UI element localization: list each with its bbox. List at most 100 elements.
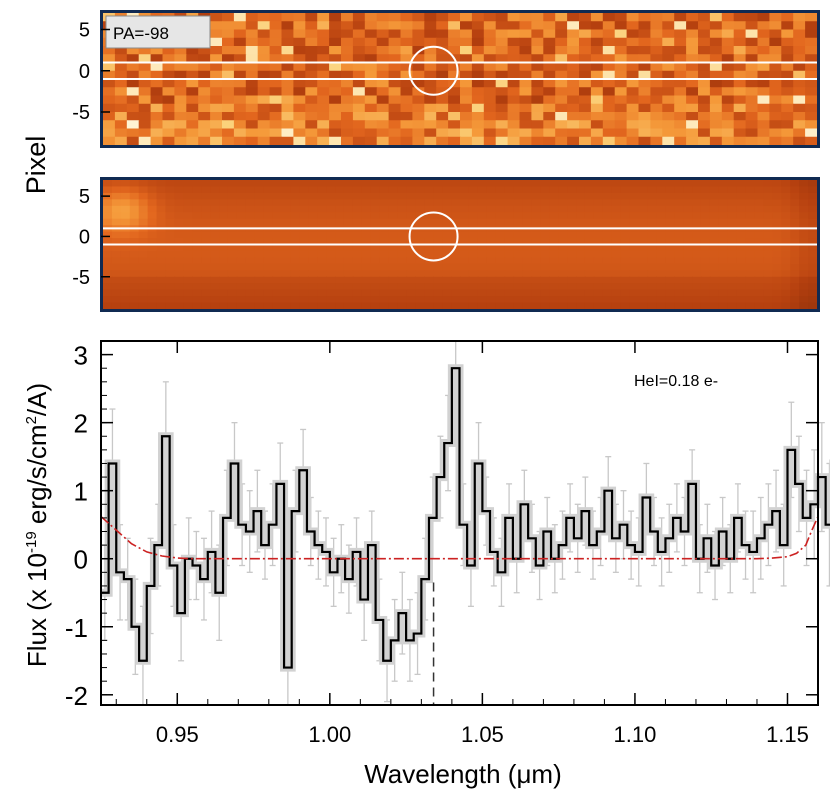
model-pixel — [576, 180, 586, 188]
model-pixel — [317, 276, 327, 284]
model-pixel — [460, 218, 470, 226]
observed-pixel — [269, 13, 283, 22]
model-pixel — [147, 250, 158, 258]
model-pixel — [406, 296, 416, 304]
x-axis-label: Wavelength (μm) — [364, 759, 562, 789]
model-pixel — [343, 199, 354, 207]
model-pixel — [611, 263, 622, 271]
model-pixel — [103, 205, 113, 213]
model-pixel — [665, 180, 675, 188]
model-pixel — [272, 289, 283, 297]
model-pixel — [451, 192, 461, 200]
observed-y-tick-label: 5 — [79, 20, 90, 42]
model-pixel — [147, 283, 158, 291]
model-pixel — [245, 283, 256, 291]
model-pixel — [388, 257, 399, 265]
model-pixel — [540, 250, 550, 258]
model-pixel — [254, 289, 265, 297]
model-pixel — [629, 289, 640, 297]
model-pixel — [486, 289, 497, 297]
observed-pixel — [567, 46, 580, 55]
model-pixel — [486, 238, 497, 246]
model-pixel — [799, 302, 809, 310]
model-pixel — [629, 180, 640, 188]
observed-pixel — [198, 70, 211, 80]
model-pixel — [326, 212, 336, 220]
observed-pixel — [471, 54, 485, 64]
observed-pixel — [114, 95, 128, 105]
observed-pixel — [769, 13, 782, 22]
model-pixel — [674, 205, 684, 213]
observed-pixel — [222, 46, 235, 55]
model-pixel — [611, 205, 622, 213]
model-pixel — [593, 250, 604, 258]
observed-pixel — [543, 128, 556, 138]
model-pixel — [236, 180, 247, 188]
model-pixel — [781, 250, 791, 258]
model-pixel — [718, 244, 729, 252]
observed-pixel — [269, 79, 283, 88]
model-pixel — [647, 192, 657, 200]
model-pixel — [629, 296, 640, 304]
observed-pixel — [602, 29, 616, 39]
model-pixel — [352, 231, 363, 239]
observed-pixel — [400, 95, 413, 105]
model-pixel — [692, 186, 702, 194]
observed-pixel — [698, 112, 711, 121]
observed-pixel — [317, 46, 330, 55]
model-pixel — [781, 180, 791, 188]
observed-pixel — [602, 103, 616, 113]
model-pixel — [647, 276, 657, 284]
model-pixel — [727, 218, 738, 226]
observed-pixel — [471, 37, 485, 47]
observed-pixel — [793, 54, 806, 64]
model-pixel — [709, 263, 720, 271]
model-pixel — [611, 283, 622, 291]
model-pixel — [210, 238, 220, 246]
model-pixel — [593, 257, 604, 265]
model-pixel — [495, 263, 506, 271]
model-pixel — [236, 283, 247, 291]
observed-pixel — [555, 62, 568, 72]
observed-pixel — [614, 87, 628, 97]
model-pixel — [147, 186, 158, 194]
observed-pixel — [495, 13, 509, 22]
observed-pixel — [638, 37, 651, 47]
model-pixel — [326, 186, 336, 194]
observed-pixel — [674, 29, 687, 39]
observed-pixel — [281, 87, 294, 97]
model-pixel — [620, 289, 631, 297]
observed-pixel — [126, 128, 140, 138]
observed-pixel — [579, 70, 592, 80]
observed-pixel — [388, 62, 402, 72]
model-pixel — [781, 212, 791, 220]
model-pixel — [451, 205, 461, 213]
model-pixel — [790, 231, 800, 239]
model-pixel — [388, 205, 399, 213]
model-pixel — [611, 199, 622, 207]
observed-pixel — [602, 120, 616, 130]
observed-pixel — [626, 54, 640, 64]
observed-pixel — [388, 103, 402, 113]
observed-pixel — [233, 120, 247, 130]
observed-pixel — [769, 62, 782, 72]
observed-pixel — [519, 70, 532, 80]
model-pixel — [192, 270, 202, 278]
model-pixel — [272, 186, 283, 194]
observed-pixel — [471, 79, 485, 88]
observed-pixel — [257, 120, 271, 130]
observed-pixel — [364, 79, 378, 88]
model-pixel — [513, 231, 524, 239]
observed-pixel — [471, 128, 485, 138]
model-pixel — [808, 257, 818, 265]
model-pixel — [558, 205, 568, 213]
model-pixel — [343, 257, 354, 265]
model-pixel — [549, 218, 559, 226]
model-pixel — [370, 231, 381, 239]
model-pixel — [406, 238, 416, 246]
observed-pixel — [757, 112, 770, 121]
model-pixel — [745, 270, 756, 278]
model-pixel — [576, 192, 586, 200]
observed-pixel — [162, 120, 175, 130]
observed-pixel — [103, 112, 116, 121]
